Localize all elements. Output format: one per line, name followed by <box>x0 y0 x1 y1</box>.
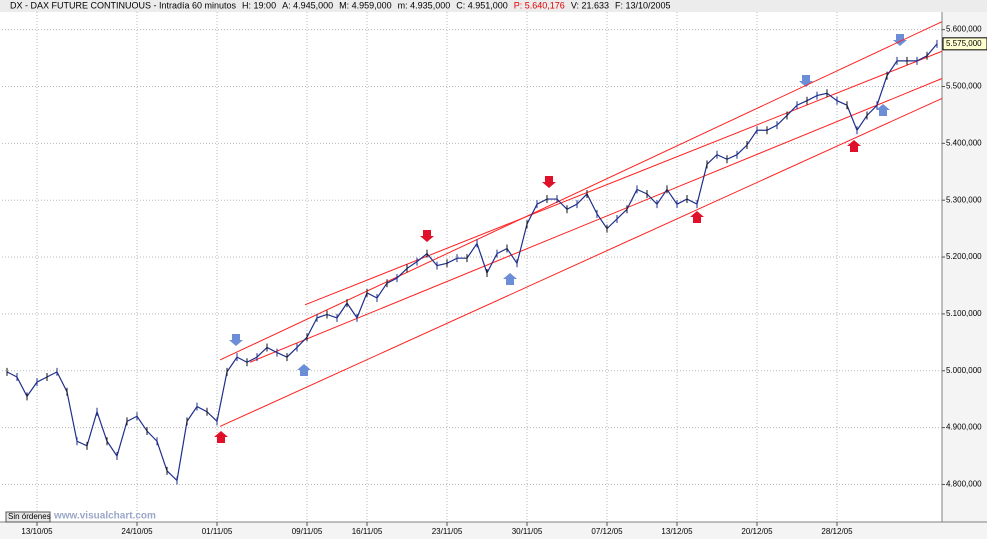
arrow-up <box>297 364 311 376</box>
arrow-down <box>542 176 556 188</box>
arrow-up <box>214 431 228 443</box>
x-tick-label: 16/11/05 <box>352 527 383 536</box>
y-tick-label: 5.500,000 <box>946 82 982 91</box>
last-price-box <box>942 37 987 51</box>
y-tick-label: 5.600,000 <box>946 25 982 34</box>
time-axis-panel <box>0 522 987 539</box>
x-tick-label: 09/11/05 <box>292 527 323 536</box>
y-tick-label: 4.800,000 <box>946 480 982 489</box>
header-field: M: 4.959,000 <box>339 0 392 10</box>
x-tick-label: 13/10/05 <box>21 527 53 536</box>
header-field: P: 5.640,176 <box>514 0 565 10</box>
channel-line <box>249 78 943 363</box>
arrow-down <box>420 230 434 242</box>
channel-line <box>304 50 943 306</box>
channel-line <box>219 21 943 361</box>
y-tick-label: 4.900,000 <box>946 423 982 432</box>
header-bar <box>0 0 987 12</box>
x-tick-label: 13/12/05 <box>661 527 693 536</box>
x-tick-label: 24/10/05 <box>121 527 153 536</box>
status: Sin órdenes <box>8 512 51 521</box>
header: DX - DAX FUTURE CONTINUOUS - Intradía 60… <box>10 0 671 10</box>
y-tick-label: 5.300,000 <box>946 195 982 204</box>
signal-arrows <box>229 34 907 376</box>
x-tick-label: 07/12/05 <box>591 527 623 536</box>
header-field: V: 21.633 <box>571 0 609 10</box>
y-tick-label: 5.200,000 <box>946 252 982 261</box>
y-tick-label: 5.000,000 <box>946 366 982 375</box>
x-tick-label: 20/12/05 <box>741 527 773 536</box>
arrow-down <box>229 334 243 346</box>
arrow-up <box>876 104 890 116</box>
x-tick-label: 28/12/05 <box>821 527 853 536</box>
last-price-label: 5.575,000 <box>946 39 982 48</box>
plot-layer <box>2 12 942 522</box>
header-symbol: DX - DAX FUTURE CONTINUOUS - Intradía 60… <box>10 0 237 10</box>
x-tick-label: 23/11/05 <box>432 527 463 536</box>
status-box <box>5 511 51 523</box>
header-field: C: 4.951,000 <box>456 0 508 10</box>
header-field: m: 4.935,000 <box>398 0 451 10</box>
signal-arrows-red <box>214 140 861 443</box>
arrow-up <box>847 140 861 152</box>
watermark-url: www.visualchart.com <box>53 511 156 522</box>
price-axis-panel <box>942 12 987 522</box>
arrow-up <box>503 273 517 285</box>
y-tick-label: 5.400,000 <box>946 138 982 147</box>
y-tick-label: 5.100,000 <box>946 309 982 318</box>
channel-line <box>219 97 943 427</box>
x-tick-label: 30/11/05 <box>512 527 543 536</box>
header-field: H: 19:00 <box>242 0 276 10</box>
price-line <box>6 43 938 482</box>
header-field: A: 4.945,000 <box>282 0 333 10</box>
header-field: F: 13/10/2005 <box>615 0 671 10</box>
x-tick-label: 01/11/05 <box>202 527 233 536</box>
arrow-up <box>690 211 704 223</box>
